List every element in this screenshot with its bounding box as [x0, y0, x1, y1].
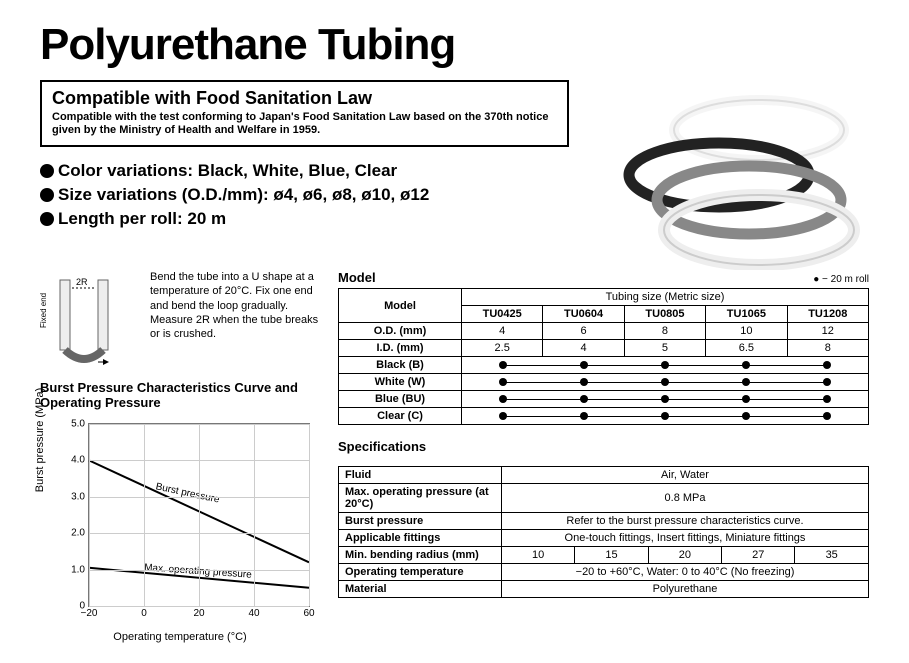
white-label: White (W): [339, 374, 462, 391]
y-tick: 4.0: [71, 455, 89, 466]
od-cell: 8: [624, 323, 705, 340]
model-cell: TU0604: [543, 306, 624, 323]
spec-fluid-label: Fluid: [339, 467, 502, 484]
label-fixed-end: Fixed end: [40, 293, 48, 328]
label-2r: 2R: [76, 277, 88, 287]
compat-body: Compatible with the test conforming to J…: [52, 111, 557, 137]
spec-bend-label: Min. bending radius (mm): [339, 547, 502, 564]
model-table: Model Tubing size (Metric size) TU0425TU…: [338, 288, 869, 425]
bend-instructions: Bend the tube into a U shape at a temper…: [150, 270, 320, 370]
spec-fluid-value: Air, Water: [502, 467, 869, 484]
x-tick: 40: [248, 606, 259, 619]
x-tick: 0: [141, 606, 147, 619]
spec-bend-cell: 15: [575, 547, 648, 564]
spec-bend-cell: 20: [648, 547, 721, 564]
chart-x-axis-label: Operating temperature (°C): [40, 631, 320, 643]
spec-optemp-label: Operating temperature: [339, 564, 502, 581]
od-cell: 10: [706, 323, 787, 340]
bullet-icon: [40, 212, 54, 226]
id-cell: 5: [624, 340, 705, 357]
id-cell: 6.5: [706, 340, 787, 357]
compat-title: Compatible with Food Sanitation Law: [52, 88, 557, 109]
y-tick: 2.0: [71, 528, 89, 539]
spec-maxop-value: 0.8 MPa: [502, 484, 869, 513]
blue-dots: [462, 391, 869, 408]
chart-y-axis-label: Burst pressure (MPa): [34, 388, 46, 493]
y-tick: 3.0: [71, 491, 89, 502]
white-dots: [462, 374, 869, 391]
od-cell: 4: [462, 323, 543, 340]
y-tick: 1.0: [71, 564, 89, 575]
model-cell: TU1208: [787, 306, 868, 323]
spec-maxop-label: Max. operating pressure (at 20°C): [339, 484, 502, 513]
roll-note: ● − 20 m roll: [813, 274, 869, 285]
od-cell: 12: [787, 323, 868, 340]
spec-bend-cell: 10: [502, 547, 575, 564]
bullet-size: Size variations (O.D./mm): ø4, ø6, ø8, ø…: [58, 183, 429, 207]
model-cell: TU1065: [706, 306, 787, 323]
tubing-size-header: Tubing size (Metric size): [462, 289, 869, 306]
x-tick: 60: [303, 606, 314, 619]
clear-dots: [462, 408, 869, 425]
od-label: O.D. (mm): [339, 323, 462, 340]
spec-fittings-label: Applicable fittings: [339, 530, 502, 547]
black-label: Black (B): [339, 357, 462, 374]
od-cell: 6: [543, 323, 624, 340]
bullet-length: Length per roll: 20 m: [58, 207, 226, 231]
clear-label: Clear (C): [339, 408, 462, 425]
burst-chart-title: Burst Pressure Characteristics Curve and…: [40, 380, 320, 410]
model-cell: TU0805: [624, 306, 705, 323]
spec-bend-cell: 27: [722, 547, 795, 564]
spec-optemp-value: −20 to +60°C, Water: 0 to 40°C (No freez…: [502, 564, 869, 581]
tubing-product-image: [589, 80, 869, 270]
bullet-icon: [40, 188, 54, 202]
spec-material-value: Polyurethane: [502, 581, 869, 598]
x-tick: −20: [81, 606, 98, 619]
id-label: I.D. (mm): [339, 340, 462, 357]
id-cell: 2.5: [462, 340, 543, 357]
spec-burst-value: Refer to the burst pressure characterist…: [502, 513, 869, 530]
id-cell: 4: [543, 340, 624, 357]
model-row-label: Model: [339, 289, 462, 323]
id-cell: 8: [787, 340, 868, 357]
spec-table: FluidAir, Water Max. operating pressure …: [338, 466, 869, 598]
spec-fittings-value: One-touch fittings, Insert fittings, Min…: [502, 530, 869, 547]
bullet-color: Color variations: Black, White, Blue, Cl…: [58, 159, 397, 183]
spec-bend-cell: 35: [795, 547, 869, 564]
compat-box: Compatible with Food Sanitation Law Comp…: [40, 80, 569, 147]
spec-burst-label: Burst pressure: [339, 513, 502, 530]
spec-material-label: Material: [339, 581, 502, 598]
x-tick: 20: [193, 606, 204, 619]
blue-label: Blue (BU): [339, 391, 462, 408]
spec-section-header: Specifications: [338, 439, 869, 454]
model-section-header: Model: [338, 270, 376, 285]
y-tick: 5.0: [71, 419, 89, 430]
page-title: Polyurethane Tubing: [40, 20, 869, 70]
black-dots: [462, 357, 869, 374]
burst-pressure-chart: Burst pressure (MPa) Burst pressure Max.…: [40, 413, 320, 643]
bend-diagram: 2R Fixed end: [40, 270, 140, 370]
bullet-icon: [40, 164, 54, 178]
model-cell: TU0425: [462, 306, 543, 323]
